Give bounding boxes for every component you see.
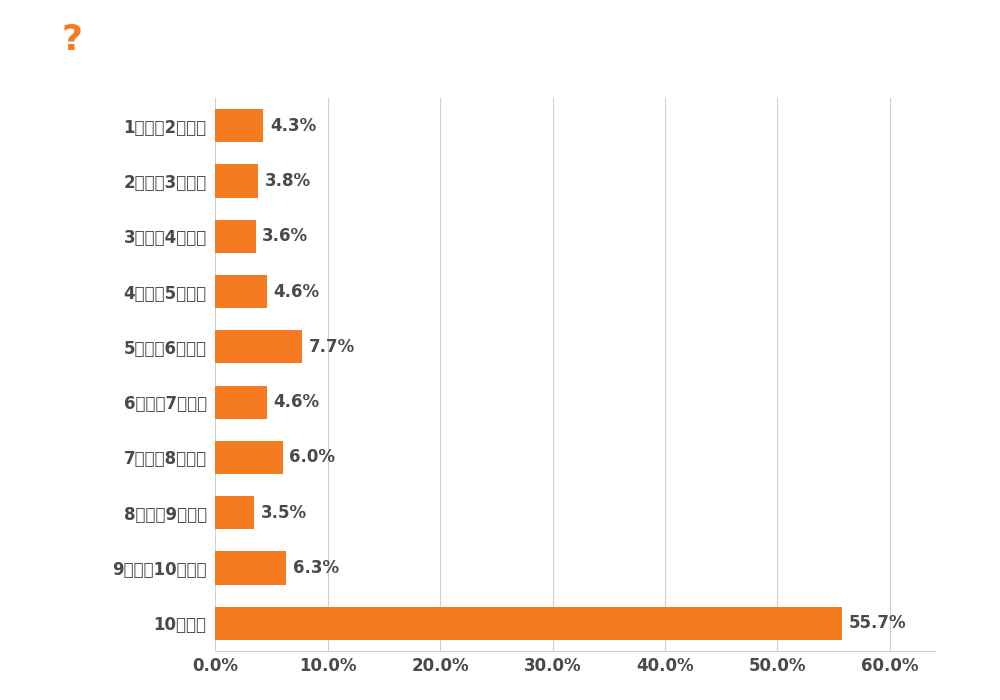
Text: 4.3%: 4.3%: [270, 117, 316, 134]
Text: 6.3%: 6.3%: [293, 559, 339, 577]
Bar: [215, 330, 302, 363]
Bar: [215, 441, 283, 474]
Bar: [215, 552, 286, 584]
Bar: [215, 109, 263, 142]
Text: 6.0%: 6.0%: [289, 449, 335, 466]
Text: ?: ?: [62, 23, 82, 57]
Text: 55.7%: 55.7%: [848, 615, 906, 632]
Text: 4.6%: 4.6%: [274, 393, 320, 411]
Text: 3.5%: 3.5%: [261, 504, 307, 522]
Bar: [215, 607, 842, 640]
Bar: [215, 220, 256, 253]
Bar: [215, 386, 267, 419]
Text: 3.8%: 3.8%: [264, 172, 311, 190]
Text: 7.7%: 7.7%: [308, 338, 355, 356]
Bar: [215, 496, 254, 529]
Bar: [215, 275, 267, 308]
Circle shape: [0, 10, 452, 71]
Bar: [215, 164, 258, 197]
Text: 3.6%: 3.6%: [262, 228, 308, 245]
Text: 太陽光発電を導入して何年経過しましたか？: 太陽光発電を導入して何年経過しましたか？: [135, 26, 468, 55]
Text: 4.6%: 4.6%: [274, 283, 320, 300]
